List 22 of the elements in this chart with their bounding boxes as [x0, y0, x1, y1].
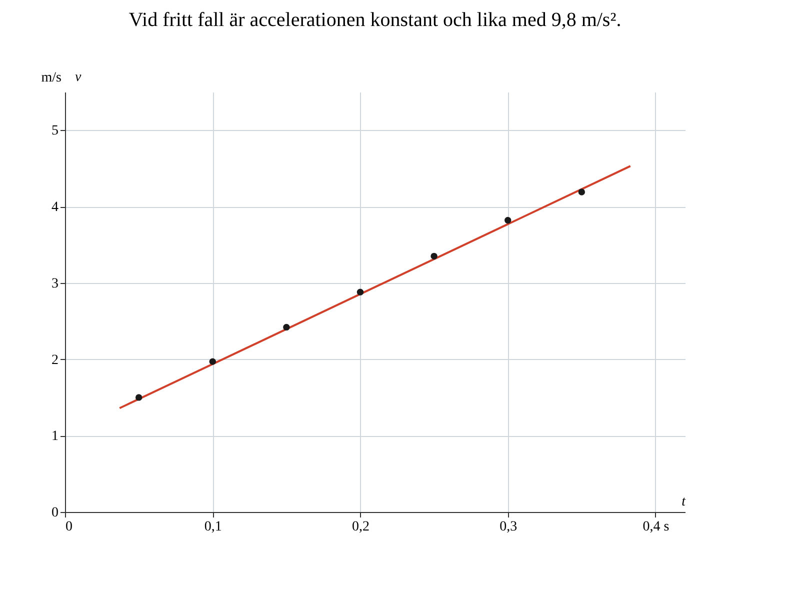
point: [356, 288, 364, 296]
x-tick-label: 0: [66, 520, 72, 534]
point: [578, 188, 586, 196]
y-tick-label: 1: [52, 429, 58, 444]
chart-title: Vid fritt fall är accelerationen konstant och lika med 9,8 m/s².: [128, 9, 622, 31]
y-axis-title: m/s: [41, 70, 62, 86]
y-tick-label: 5: [52, 124, 58, 139]
point: [209, 358, 216, 365]
point: [430, 252, 438, 260]
x-tick-label: 0,4 s: [642, 520, 670, 534]
x-axis-title: t: [682, 494, 687, 510]
y-tick-label: 2: [52, 352, 58, 368]
y-tick-label: 0: [52, 506, 58, 520]
x-tick-label: 0,1: [204, 520, 222, 534]
point: [504, 216, 512, 224]
text: v: [75, 70, 82, 85]
x-tick-label: 0,2: [352, 520, 370, 534]
point: [283, 324, 290, 331]
x-tick-label: 0,3: [500, 520, 518, 534]
point: [135, 394, 142, 401]
y-tick-label: 4: [52, 200, 58, 216]
y-tick-label: 3: [52, 276, 58, 292]
